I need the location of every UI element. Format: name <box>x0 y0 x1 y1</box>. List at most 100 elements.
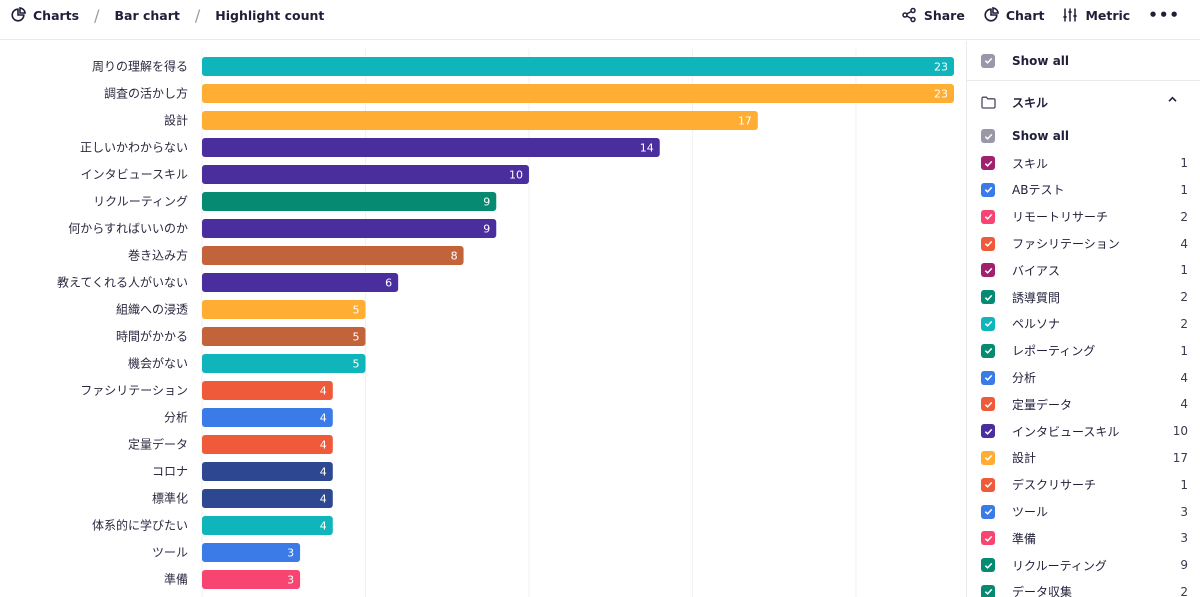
filter-item[interactable]: 準備 3 <box>967 525 1200 552</box>
breadcrumb-highlight-count[interactable]: Highlight count <box>215 8 324 23</box>
bar[interactable] <box>202 111 758 130</box>
bar[interactable] <box>202 462 333 481</box>
filter-item[interactable]: インタビュースキル 10 <box>967 418 1200 445</box>
category-label: 定量データ <box>128 437 188 452</box>
bar[interactable] <box>202 354 366 373</box>
checkbox-icon[interactable] <box>981 343 995 358</box>
bar[interactable] <box>202 273 399 292</box>
filter-item[interactable]: リモートリサーチ 2 <box>967 203 1200 230</box>
checkbox-icon[interactable] <box>981 156 995 171</box>
bar[interactable] <box>202 570 301 589</box>
filter-item[interactable]: 誘導質問 2 <box>967 284 1200 311</box>
more-horizontal-icon[interactable]: ••• <box>1148 6 1180 24</box>
bar[interactable] <box>202 327 366 346</box>
bar-value-label: 4 <box>320 439 327 452</box>
checkbox-icon[interactable] <box>981 129 995 144</box>
filter-item[interactable]: 定量データ 4 <box>967 391 1200 418</box>
checkbox-icon[interactable] <box>981 558 995 573</box>
share-button[interactable]: Share <box>901 7 965 23</box>
filter-item-label: バイアス <box>1012 263 1061 278</box>
chevron-up-icon[interactable] <box>1167 94 1178 105</box>
checkbox-icon[interactable] <box>981 504 995 519</box>
toolbar-actions: Share Chart Metric ••• <box>901 0 1180 30</box>
filter-item-count: 4 <box>1180 397 1188 412</box>
bar-value-label: 23 <box>934 61 948 74</box>
show-all-toggle[interactable]: Show all <box>967 41 1200 81</box>
filter-item[interactable]: ツール 3 <box>967 498 1200 525</box>
bar[interactable] <box>202 138 660 157</box>
bar[interactable] <box>202 57 954 76</box>
filter-item-label: リモートリサーチ <box>1012 210 1109 225</box>
filter-item-count: 2 <box>1180 584 1188 597</box>
filter-item[interactable]: スキル 1 <box>967 150 1200 177</box>
filter-item[interactable]: ABテスト 1 <box>967 177 1200 204</box>
bar[interactable] <box>202 489 333 508</box>
breadcrumb-bar-chart[interactable]: Bar chart <box>114 8 179 23</box>
checkbox-icon[interactable] <box>981 290 995 305</box>
checkbox-icon[interactable] <box>981 316 995 331</box>
bar[interactable] <box>202 192 497 211</box>
show-all-label: Show all <box>1012 53 1070 68</box>
filter-item[interactable]: データ収集 2 <box>967 579 1200 597</box>
checkbox-icon[interactable] <box>981 263 995 278</box>
bar-value-label: 17 <box>738 115 752 128</box>
checkbox-icon[interactable] <box>981 209 995 224</box>
bar[interactable] <box>202 543 301 562</box>
pie-chart-icon <box>983 7 999 23</box>
filter-item-count: 3 <box>1180 531 1188 546</box>
filter-item-label: インタビュースキル <box>1012 424 1120 439</box>
filter-item[interactable]: 分析 4 <box>967 364 1200 391</box>
checkbox-icon[interactable] <box>981 450 995 465</box>
checkbox-icon[interactable] <box>981 477 995 492</box>
bar[interactable] <box>202 408 333 427</box>
filter-item-count: 2 <box>1180 209 1188 224</box>
filter-item[interactable]: リクルーティング 9 <box>967 552 1200 579</box>
metric-button[interactable]: Metric <box>1062 7 1130 23</box>
checkbox-icon[interactable] <box>981 584 995 597</box>
category-label: 周りの理解を得る <box>92 59 188 74</box>
filter-item-count: 17 <box>1172 450 1188 465</box>
checkbox-icon[interactable] <box>981 424 995 439</box>
bar[interactable] <box>202 84 954 103</box>
filter-item-count: 10 <box>1172 424 1188 439</box>
bar-chart-svg: 周りの理解を得る 23 調査の活かし方 23 設計 17 正しいかわからない 14 インタビュー… <box>57 49 954 597</box>
filter-group-skill[interactable]: スキル <box>967 81 1200 123</box>
filter-item[interactable]: ファシリテーション 4 <box>967 230 1200 257</box>
bar-value-label: 3 <box>287 547 294 560</box>
bar[interactable] <box>202 516 333 535</box>
bar[interactable] <box>202 165 529 184</box>
filter-item[interactable]: ペルソナ 2 <box>967 311 1200 338</box>
bar-value-label: 3 <box>287 574 294 587</box>
bar[interactable] <box>202 435 333 454</box>
bar[interactable] <box>202 219 497 238</box>
bar[interactable] <box>202 381 333 400</box>
category-label: リクルーティング <box>93 195 188 209</box>
chart-button[interactable]: Chart <box>983 7 1044 23</box>
filter-item-count: 9 <box>1180 558 1188 573</box>
checkbox-icon[interactable] <box>981 236 995 251</box>
bar[interactable] <box>202 300 366 319</box>
checkbox-icon[interactable] <box>981 182 995 197</box>
checkbox-icon[interactable] <box>981 53 995 68</box>
filter-item-count: 4 <box>1180 370 1188 385</box>
bar-value-label: 14 <box>640 142 654 155</box>
checkbox-icon[interactable] <box>981 370 995 385</box>
breadcrumb-label: Charts <box>33 7 80 23</box>
group-show-all-toggle[interactable]: Show all <box>967 123 1200 150</box>
filter-item-label: リクルーティング <box>1012 558 1107 573</box>
breadcrumb-charts[interactable]: Charts <box>10 7 79 23</box>
sliders-icon <box>1062 7 1078 23</box>
checkbox-icon[interactable] <box>981 531 995 546</box>
category-label: インタビュースキル <box>81 168 188 182</box>
category-label: ツール <box>152 546 188 560</box>
filter-item[interactable]: バイアス 1 <box>967 257 1200 284</box>
category-label: 分析 <box>164 411 188 425</box>
checkbox-icon[interactable] <box>981 397 995 412</box>
filter-item[interactable]: 設計 17 <box>967 445 1200 472</box>
filter-item[interactable]: レポーティング 1 <box>967 337 1200 364</box>
filter-item-count: 3 <box>1180 504 1188 519</box>
bar[interactable] <box>202 246 464 265</box>
filter-item[interactable]: デスクリサーチ 1 <box>967 471 1200 498</box>
filter-item-count: 1 <box>1180 343 1188 358</box>
breadcrumb-label: Highlight count <box>215 7 325 23</box>
